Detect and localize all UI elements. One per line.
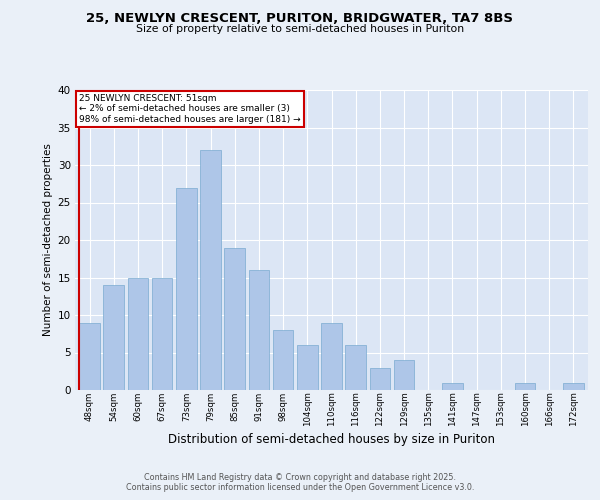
Text: 25 NEWLYN CRESCENT: 51sqm
← 2% of semi-detached houses are smaller (3)
98% of se: 25 NEWLYN CRESCENT: 51sqm ← 2% of semi-d… [79,94,301,124]
Bar [200,150,221,390]
Bar [128,278,148,390]
Bar [273,330,293,390]
Bar [248,270,269,390]
Bar [152,278,172,390]
Text: Contains HM Land Registry data © Crown copyright and database right 2025.: Contains HM Land Registry data © Crown c… [144,472,456,482]
Bar [224,248,245,390]
Y-axis label: Number of semi-detached properties: Number of semi-detached properties [43,144,53,336]
Bar [563,382,584,390]
Text: 25, NEWLYN CRESCENT, PURITON, BRIDGWATER, TA7 8BS: 25, NEWLYN CRESCENT, PURITON, BRIDGWATER… [86,12,514,26]
Text: Size of property relative to semi-detached houses in Puriton: Size of property relative to semi-detach… [136,24,464,34]
Bar [321,322,342,390]
Bar [297,345,317,390]
Bar [515,382,535,390]
X-axis label: Distribution of semi-detached houses by size in Puriton: Distribution of semi-detached houses by … [168,433,495,446]
Bar [103,285,124,390]
Bar [79,322,100,390]
Bar [176,188,197,390]
Bar [346,345,366,390]
Bar [394,360,415,390]
Bar [370,368,390,390]
Text: Contains public sector information licensed under the Open Government Licence v3: Contains public sector information licen… [126,484,474,492]
Bar [442,382,463,390]
